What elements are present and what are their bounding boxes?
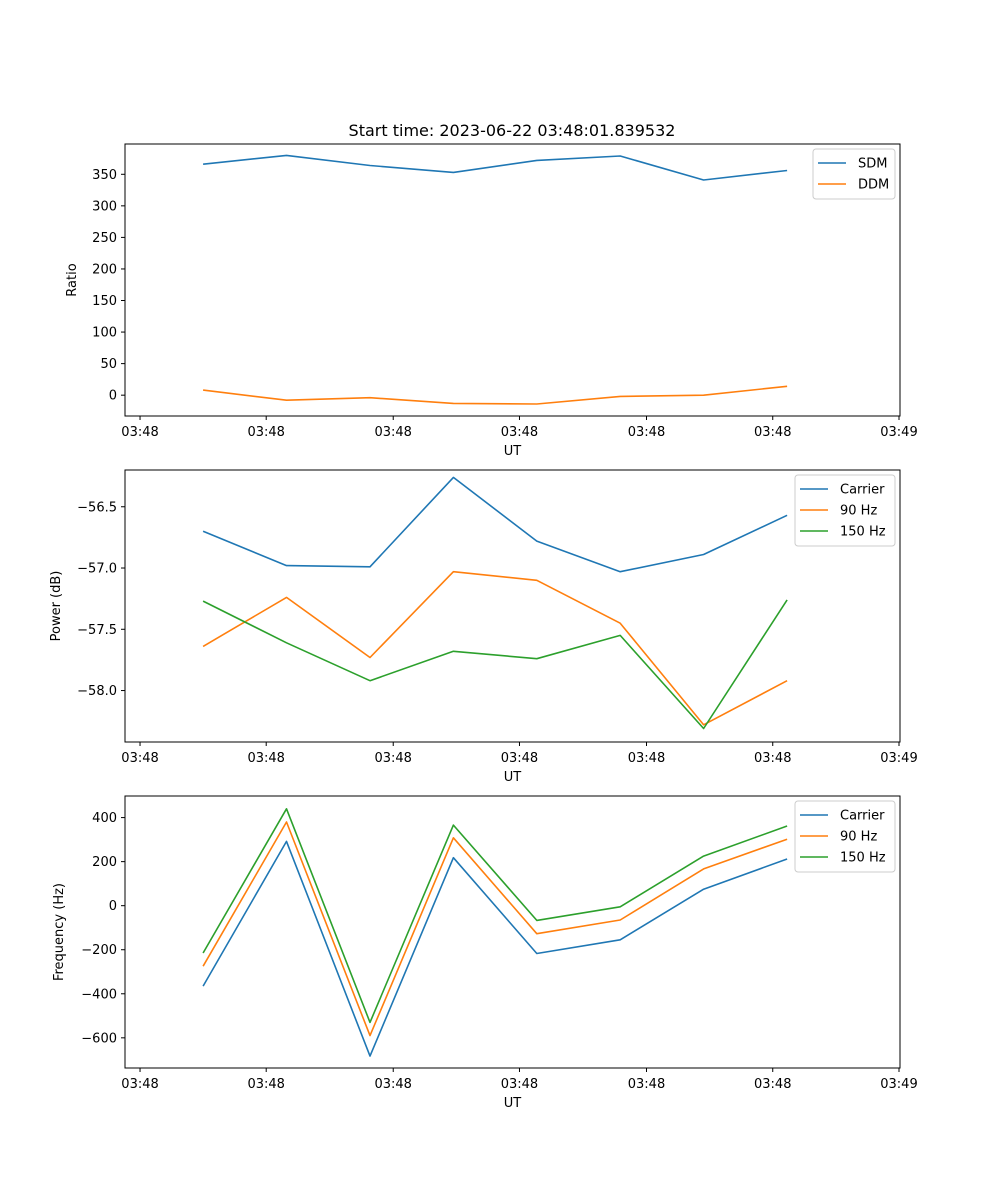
legend: SDM DDM bbox=[812, 148, 896, 200]
series-line bbox=[202, 599, 788, 730]
x-tick-label: 03:48 bbox=[628, 1077, 665, 1092]
y-tick-label: −58.0 bbox=[77, 684, 117, 699]
y-axis-label: Frequency (Hz) bbox=[52, 883, 67, 981]
y-tick-label: −600 bbox=[81, 1031, 117, 1046]
plot-frame bbox=[124, 795, 901, 1069]
y-axis-label: Ratio bbox=[65, 263, 80, 296]
legend-entry: 90 Hz bbox=[840, 830, 877, 845]
y-tick-label: 50 bbox=[100, 357, 117, 372]
figure-title: Start time: 2023-06-22 03:48:01.839532 bbox=[349, 121, 676, 140]
x-tick-label: 03:48 bbox=[374, 751, 411, 766]
series-sdm bbox=[203, 154, 788, 181]
y-tick-label: 400 bbox=[92, 811, 117, 826]
y-tick-label: −200 bbox=[81, 943, 117, 958]
legend-entry: 90 Hz bbox=[840, 504, 877, 519]
legend-entry: 150 Hz bbox=[840, 851, 886, 866]
series-150-hz bbox=[202, 599, 788, 730]
legend-entry: DDM bbox=[858, 178, 889, 193]
y-tick-label: 200 bbox=[92, 262, 117, 277]
y-tick-label: −57.0 bbox=[77, 562, 117, 577]
y-tick-label: 100 bbox=[92, 326, 117, 341]
x-tick-label: 03:49 bbox=[880, 751, 917, 766]
series-line bbox=[202, 476, 788, 573]
x-tick-label: 03:48 bbox=[121, 425, 158, 440]
y-tick-label: 300 bbox=[92, 199, 117, 214]
x-tick-label: 03:49 bbox=[880, 425, 917, 440]
legend: Carrier 90 Hz 150 Hz bbox=[794, 474, 896, 547]
y-tick-label: −400 bbox=[81, 987, 117, 1002]
x-tick-label: 03:48 bbox=[121, 1077, 158, 1092]
y-tick-label: −57.5 bbox=[77, 623, 117, 638]
x-tick-label: 03:48 bbox=[247, 425, 284, 440]
series-90-hz bbox=[202, 821, 788, 1037]
legend-entry: 150 Hz bbox=[840, 525, 886, 540]
x-tick-label: 03:48 bbox=[628, 751, 665, 766]
series-carrier bbox=[202, 476, 788, 573]
x-tick-label: 03:48 bbox=[374, 425, 411, 440]
series-line bbox=[203, 385, 788, 405]
x-tick-label: 03:48 bbox=[754, 425, 791, 440]
y-tick-label: 200 bbox=[92, 855, 117, 870]
series-line bbox=[203, 154, 788, 181]
x-tick-label: 03:48 bbox=[628, 425, 665, 440]
y-tick-label: 150 bbox=[92, 294, 117, 309]
x-tick-label: 03:48 bbox=[374, 1077, 411, 1092]
legend: Carrier 90 Hz 150 Hz bbox=[794, 800, 896, 873]
x-tick-label: 03:48 bbox=[501, 1077, 538, 1092]
x-axis-label: UT bbox=[504, 1096, 522, 1111]
y-tick-label: 350 bbox=[92, 168, 117, 183]
y-tick-label: −56.5 bbox=[77, 500, 117, 515]
x-tick-label: 03:49 bbox=[880, 1077, 917, 1092]
series-line bbox=[202, 807, 788, 1024]
legend-entry: Carrier bbox=[840, 809, 885, 824]
plot-frame bbox=[124, 143, 901, 417]
x-tick-label: 03:48 bbox=[247, 751, 284, 766]
x-tick-label: 03:48 bbox=[121, 751, 158, 766]
legend-entry: SDM bbox=[858, 157, 887, 172]
x-tick-label: 03:48 bbox=[754, 1077, 791, 1092]
y-tick-label: 250 bbox=[92, 231, 117, 246]
x-tick-label: 03:48 bbox=[501, 425, 538, 440]
series-90-hz bbox=[202, 570, 788, 726]
chart-panel-2: 03:48 03:48 03:48 03:48 03:48 03:48 03:49 −56.5… bbox=[49, 469, 918, 785]
series-150-hz bbox=[202, 807, 788, 1024]
legend-box bbox=[794, 800, 896, 873]
series-ddm bbox=[203, 385, 788, 405]
legend-box bbox=[794, 474, 896, 547]
plot-frame bbox=[124, 469, 901, 743]
series-line bbox=[202, 821, 788, 1037]
chart-panel-1: 03:48 03:48 03:48 03:48 03:48 03:48 03:49 0 50 10… bbox=[65, 143, 918, 459]
series-line bbox=[202, 840, 788, 1057]
x-axis-label: UT bbox=[504, 444, 522, 459]
series-carrier bbox=[202, 840, 788, 1057]
legend-box bbox=[812, 148, 896, 200]
chart-panel-3: 03:48 03:48 03:48 03:48 03:48 03:48 03:49 400 20… bbox=[52, 795, 918, 1111]
y-tick-label: 0 bbox=[109, 899, 117, 914]
chart-panels: 03:48 03:48 03:48 03:48 03:48 03:48 03:49 0 50 10… bbox=[49, 143, 918, 1111]
legend-entry: Carrier bbox=[840, 483, 885, 498]
series-line bbox=[202, 570, 788, 726]
x-tick-label: 03:48 bbox=[247, 1077, 284, 1092]
y-axis-label: Power (dB) bbox=[49, 571, 64, 642]
x-tick-label: 03:48 bbox=[754, 751, 791, 766]
x-axis-label: UT bbox=[504, 770, 522, 785]
y-tick-label: 0 bbox=[109, 389, 117, 404]
x-tick-label: 03:48 bbox=[501, 751, 538, 766]
